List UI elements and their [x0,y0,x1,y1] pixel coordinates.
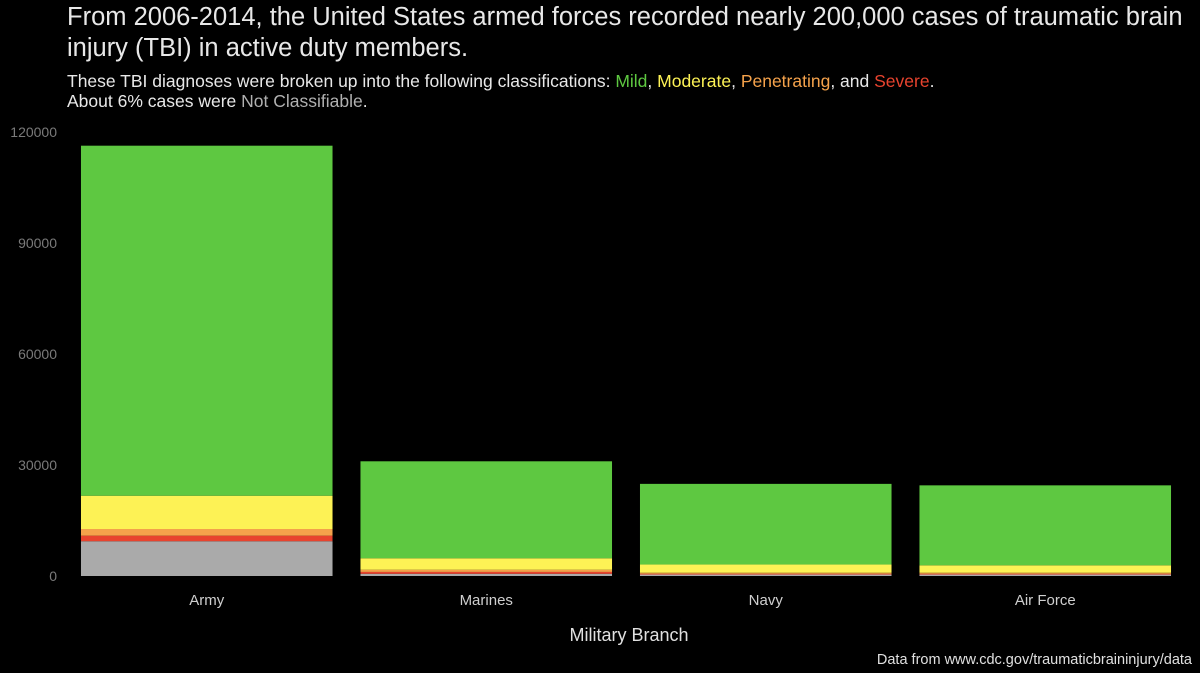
y-tick-label: 120000 [10,124,57,140]
bar-segment-not-classifiable [919,574,1172,576]
bar-segment-not-classifiable [639,574,892,576]
bar-segment-mild [639,483,892,565]
bar-stack-marines [360,461,613,576]
subtitle-keyword-mild: Mild [615,71,648,91]
subtitle-text: . [929,71,935,91]
bar-segment-not-classifiable [80,541,333,576]
bar-stacks [80,145,1172,576]
subtitle-text: About 6% cases were [67,91,242,111]
bar-segment-severe [919,573,1172,575]
bar-segment-severe [80,535,333,542]
bar-segment-penetrating [639,572,892,574]
bar-segment-moderate [80,495,333,530]
data-source-caption: Data from www.cdc.gov/traumaticbraininju… [876,652,1192,668]
subtitle-separator: , [647,71,658,91]
x-axis-ticks: Army Marines Navy Air Force [189,592,1075,609]
bar-segment-penetrating [80,529,333,536]
bar-segment-not-classifiable [360,573,613,576]
x-tick-label: Marines [460,592,513,609]
subtitle-separator: , [731,71,741,91]
chart-subtitle: These TBI diagnoses were broken up into … [67,71,1195,111]
chart-title: From 2006-2014, the United States armed … [67,3,1183,62]
y-axis-ticks: 0 30000 60000 90000 120000 [10,124,57,584]
bar-stack-army [80,145,333,576]
bar-segment-penetrating [360,569,613,572]
bar-segment-moderate [919,565,1172,573]
y-tick-label: 90000 [18,235,57,251]
bar-segment-severe [639,573,892,575]
x-axis-title: Military Branch [569,625,688,645]
x-tick-label: Navy [749,592,784,609]
subtitle-text: . [362,91,368,111]
bar-segment-mild [919,485,1172,566]
bar-segment-mild [360,461,613,559]
y-tick-label: 30000 [18,457,57,473]
bar-segment-penetrating [919,572,1172,574]
bar-stack-navy [639,483,892,576]
bar-segment-mild [80,145,333,496]
bar-segment-moderate [639,564,892,573]
x-tick-label: Air Force [1015,592,1076,609]
subtitle-separator: , and [830,71,875,91]
bar-stack-air-force [919,485,1172,576]
bar-segment-moderate [360,558,613,570]
subtitle-text: These TBI diagnoses were broken up into … [67,71,616,91]
y-tick-label: 60000 [18,346,57,362]
subtitle-keyword-severe: Severe [874,71,930,91]
subtitle-keyword-moderate: Moderate [657,71,732,91]
bar-segment-severe [360,571,613,574]
x-tick-label: Army [189,592,224,609]
subtitle-keyword-not-classifiable: Not Classifiable [241,91,363,111]
y-tick-label: 0 [49,568,57,584]
subtitle-keyword-penetrating: Penetrating [740,71,831,91]
